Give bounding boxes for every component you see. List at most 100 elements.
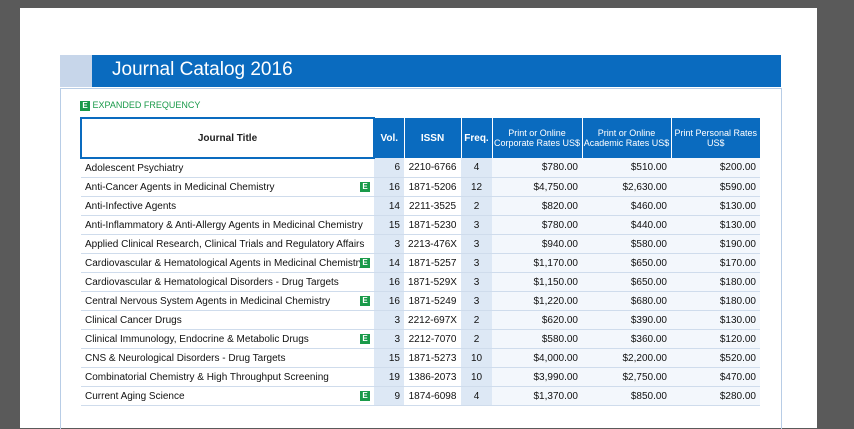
journal-title-cell: Applied Clinical Research, Clinical Tria… xyxy=(81,234,374,254)
page: Journal Catalog 2016 E EXPANDED FREQUENC… xyxy=(20,8,817,429)
expanded-badge: E xyxy=(360,334,370,344)
corporate-rate: $620.00 xyxy=(492,310,582,330)
table-row: Current Aging Science E 9 1874-6098 4 $1,370.… xyxy=(81,386,760,406)
issn: 2212-697X xyxy=(404,310,461,330)
frequency: 3 xyxy=(461,215,492,235)
frequency: 3 xyxy=(461,272,492,292)
table-row: Clinical Immunology, Endocrine & Metabol… xyxy=(81,329,760,349)
frequency: 2 xyxy=(461,329,492,349)
journal-title-cell: Adolescent Psychiatry xyxy=(81,158,374,178)
table-row: Combinatorial Chemistry & High Throughpu… xyxy=(81,367,760,387)
academic-rate: $650.00 xyxy=(582,253,671,273)
journal-title: Applied Clinical Research, Clinical Tria… xyxy=(85,238,365,250)
personal-rate: $280.00 xyxy=(671,386,760,406)
journal-title: Clinical Immunology, Endocrine & Metabol… xyxy=(85,333,309,345)
column-header: Print or Online Corporate Rates US$ xyxy=(491,118,582,158)
corporate-rate: $4,750.00 xyxy=(492,177,582,197)
journal-title-cell: Clinical Immunology, Endocrine & Metabol… xyxy=(81,329,374,349)
personal-rate: $180.00 xyxy=(671,291,760,311)
journal-title-cell: Central Nervous System Agents in Medicin… xyxy=(81,291,374,311)
volume: 6 xyxy=(374,158,404,178)
issn: 2213-476X xyxy=(404,234,461,254)
journal-title: Anti-Inflammatory & Anti-Allergy Agents … xyxy=(85,219,363,231)
academic-rate: $850.00 xyxy=(582,386,671,406)
title: Journal Catalog 2016 xyxy=(112,59,293,80)
volume: 3 xyxy=(374,329,404,349)
journal-title-cell: Current Aging Science E xyxy=(81,386,374,406)
column-header: Freq. xyxy=(460,118,492,158)
corporate-rate: $1,220.00 xyxy=(492,291,582,311)
column-header: Journal Title xyxy=(80,117,375,159)
issn: 1871-5230 xyxy=(404,215,461,235)
issn: 1386-2073 xyxy=(404,367,461,387)
volume: 9 xyxy=(374,386,404,406)
journal-title: Clinical Cancer Drugs xyxy=(85,314,182,326)
column-header: Print Personal Rates US$ xyxy=(670,118,760,158)
academic-rate: $680.00 xyxy=(582,291,671,311)
journal-title: Combinatorial Chemistry & High Throughpu… xyxy=(85,371,329,383)
frequency: 3 xyxy=(461,291,492,311)
journal-title: Cardiovascular & Hematological Agents in… xyxy=(85,257,365,269)
volume: 14 xyxy=(374,253,404,273)
corporate-rate: $940.00 xyxy=(492,234,582,254)
table-row: Applied Clinical Research, Clinical Tria… xyxy=(81,234,760,254)
table-row: Adolescent Psychiatry 6 2210-6766 4 $780.00 $… xyxy=(81,158,760,178)
volume: 16 xyxy=(374,177,404,197)
academic-rate: $2,200.00 xyxy=(582,348,671,368)
personal-rate: $180.00 xyxy=(671,272,760,292)
personal-rate: $200.00 xyxy=(671,158,760,178)
academic-rate: $2,750.00 xyxy=(582,367,671,387)
corporate-rate: $1,150.00 xyxy=(492,272,582,292)
table-row: Central Nervous System Agents in Medicin… xyxy=(81,291,760,311)
table-row: Anti-Infective Agents 14 2211-3525 2 $820.00… xyxy=(81,196,760,216)
personal-rate: $590.00 xyxy=(671,177,760,197)
table-row: Anti-Inflammatory & Anti-Allergy Agents … xyxy=(81,215,760,235)
issn: 1871-5273 xyxy=(404,348,461,368)
table-row: Cardiovascular & Hematological Disorders… xyxy=(81,272,760,292)
expanded-badge: E xyxy=(360,296,370,306)
volume: 3 xyxy=(374,234,404,254)
journal-title: Central Nervous System Agents in Medicin… xyxy=(85,295,331,307)
academic-rate: $390.00 xyxy=(582,310,671,330)
legend-label: EXPANDED FREQUENCY xyxy=(92,100,201,110)
journal-title-cell: Anti-Inflammatory & Anti-Allergy Agents … xyxy=(81,215,374,235)
document-page: Journal Catalog 2016 E EXPANDED FREQUENC… xyxy=(20,8,817,429)
personal-rate: $130.00 xyxy=(671,196,760,216)
issn: 1871-5249 xyxy=(404,291,461,311)
volume: 16 xyxy=(374,272,404,292)
issn: 1871-529X xyxy=(404,272,461,292)
personal-rate: $130.00 xyxy=(671,215,760,235)
journal-title-cell: Anti-Infective Agents xyxy=(81,196,374,216)
journal-title-cell: Cardiovascular & Hematological Agents in… xyxy=(81,253,374,273)
corporate-rate: $1,370.00 xyxy=(492,386,582,406)
corporate-rate: $1,170.00 xyxy=(492,253,582,273)
issn: 2210-6766 xyxy=(404,158,461,178)
corporate-rate: $580.00 xyxy=(492,329,582,349)
journal-title-cell: CNS & Neurological Disorders - Drug Targ… xyxy=(81,348,374,368)
journal-title: Current Aging Science xyxy=(85,390,185,402)
issn: 2212-7070 xyxy=(404,329,461,349)
journal-title: CNS & Neurological Disorders - Drug Targ… xyxy=(85,352,286,364)
frequency: 12 xyxy=(461,177,492,197)
volume: 19 xyxy=(374,367,404,387)
column-header: Print or Online Academic Rates US$ xyxy=(581,118,671,158)
legend: E EXPANDED FREQUENCY xyxy=(80,100,200,111)
table-row: Cardiovascular & Hematological Agents in… xyxy=(81,253,760,273)
legend-badge: E xyxy=(80,101,90,111)
journal-title-cell: Anti-Cancer Agents in Medicinal Chemistr… xyxy=(81,177,374,197)
corporate-rate: $780.00 xyxy=(492,215,582,235)
journal-title-cell: Clinical Cancer Drugs xyxy=(81,310,374,330)
volume: 14 xyxy=(374,196,404,216)
personal-rate: $170.00 xyxy=(671,253,760,273)
catalog-table: Journal Title Vol. ISSN Freq. Print or Onlin… xyxy=(80,117,760,406)
expanded-badge: E xyxy=(360,258,370,268)
academic-rate: $360.00 xyxy=(582,329,671,349)
journal-title: Anti-Cancer Agents in Medicinal Chemistr… xyxy=(85,181,275,193)
corporate-rate: $4,000.00 xyxy=(492,348,582,368)
journal-title: Adolescent Psychiatry xyxy=(85,162,184,174)
journal-title-cell: Combinatorial Chemistry & High Throughpu… xyxy=(81,367,374,387)
header-bar: Journal Catalog 2016 xyxy=(60,55,781,87)
frequency: 3 xyxy=(461,234,492,254)
volume: 16 xyxy=(374,291,404,311)
frequency: 2 xyxy=(461,196,492,216)
